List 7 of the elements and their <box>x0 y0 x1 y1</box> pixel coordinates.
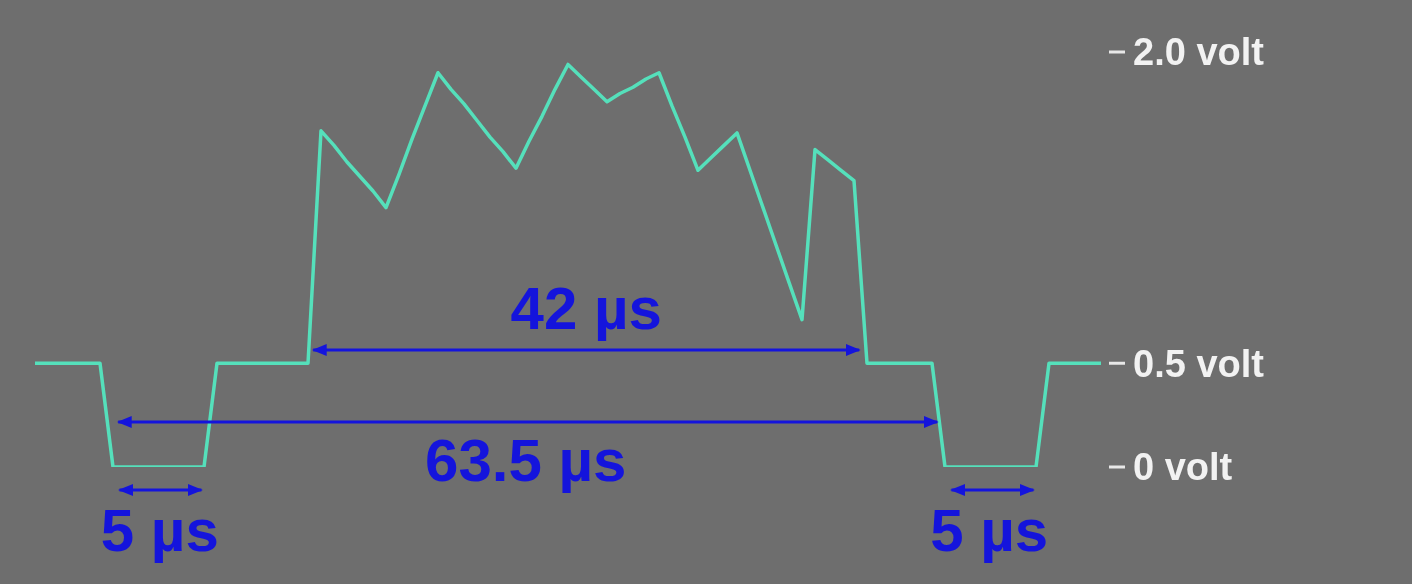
y-tick-label: 2.0 volt <box>1133 31 1265 74</box>
text: 5 µs <box>930 497 1049 564</box>
y-tick-label: 0 volt <box>1133 446 1233 489</box>
text: 5 µs <box>100 497 219 564</box>
annotation: 63.5 µs <box>425 427 627 494</box>
y-tick-label: 0.5 volt <box>1133 342 1265 385</box>
annotation: 42 µs <box>510 275 662 342</box>
